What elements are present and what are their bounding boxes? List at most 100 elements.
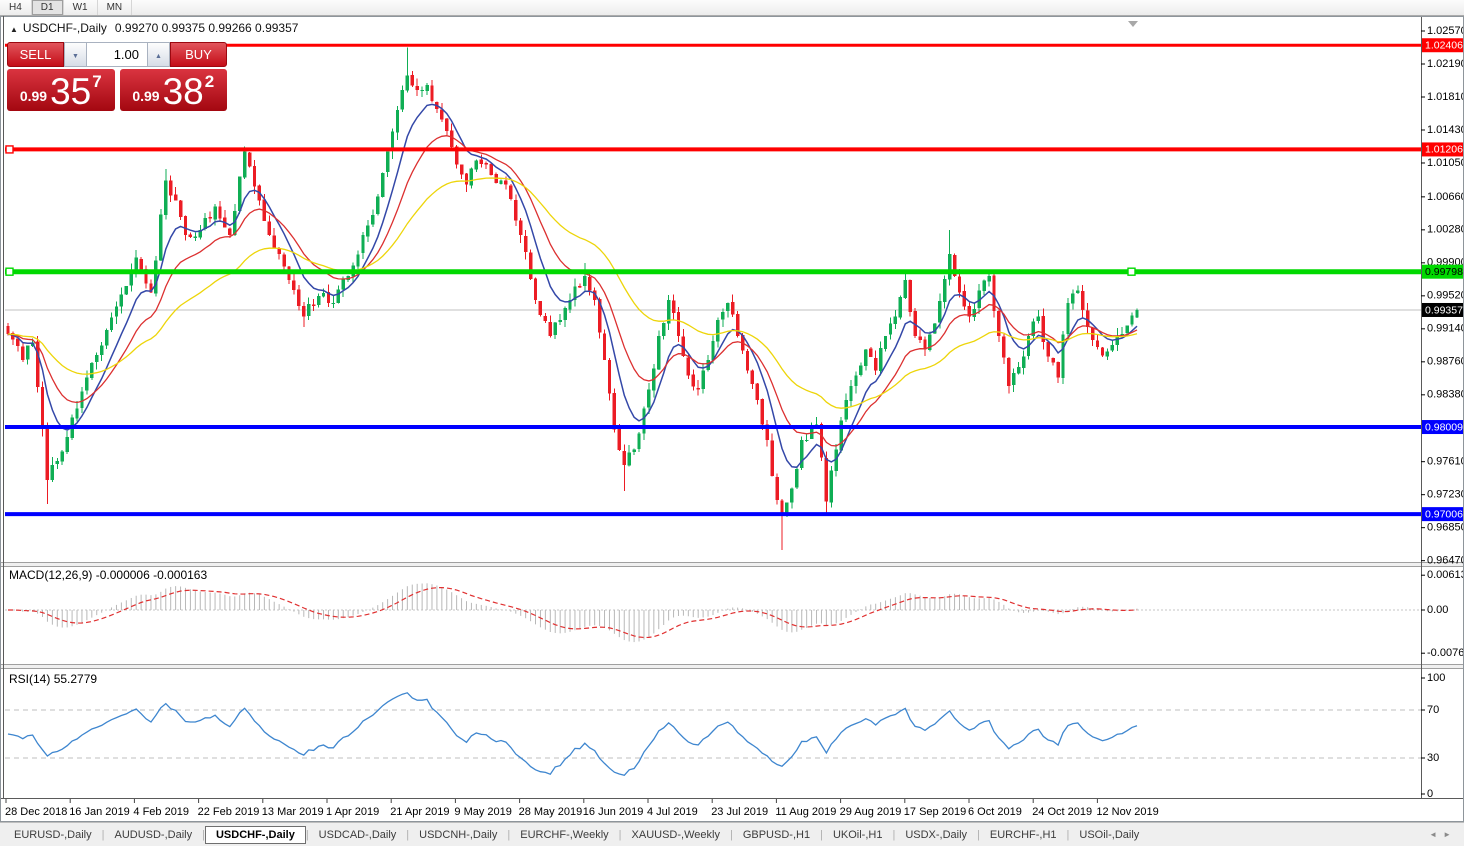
sell-price-box[interactable]: 0.99 35 7 xyxy=(7,69,115,111)
svg-text:0.97006: 0.97006 xyxy=(1425,508,1463,520)
macd-panel xyxy=(5,583,1421,643)
price-tick-label: 1.00280 xyxy=(1427,224,1464,236)
chart-title: ▲ USDCHF-,Daily 0.99270 0.99375 0.99266 0.… xyxy=(10,21,298,35)
date-tick-label: 13 Mar 2019 xyxy=(262,806,324,818)
tab-separator: | xyxy=(820,828,823,841)
price-badge: 0.99357 xyxy=(1422,302,1464,317)
price-badge: 0.97006 xyxy=(1422,507,1464,522)
price-badge: 0.99798 xyxy=(1422,264,1464,279)
svg-text:0.99798: 0.99798 xyxy=(1425,266,1463,278)
volume-decrease-button[interactable]: ▼ xyxy=(64,42,87,67)
date-tick-label: 1 Apr 2019 xyxy=(326,806,379,818)
date-tick-label: 12 Nov 2019 xyxy=(1096,806,1158,818)
date-tick-label: 28 May 2019 xyxy=(519,806,583,818)
price-tick-label: 0.98760 xyxy=(1427,356,1464,368)
tab-separator: | xyxy=(892,828,896,841)
price-tick-label: 0.98380 xyxy=(1427,389,1464,401)
tab-separator: | xyxy=(618,828,622,841)
chart-canvas[interactable]: 1.02570 1.02190 1.01810 1.01430 1.01050 1.006… xyxy=(0,16,1464,822)
tab-usoil-daily[interactable]: USOil-,Daily xyxy=(1079,828,1140,841)
price-axis[interactable]: 1.02570 1.02190 1.01810 1.01430 1.01050 1.006… xyxy=(1421,16,1464,800)
volume-increase-button[interactable]: ▲ xyxy=(147,42,170,67)
date-tick-label: 11 Aug 2019 xyxy=(775,806,836,818)
sell-price-prefix: 0.99 xyxy=(19,88,48,104)
collapse-triangle-icon[interactable]: ▲ xyxy=(10,25,18,34)
price-badge: 1.01206 xyxy=(1422,142,1464,157)
price-tick-label: 1.01050 xyxy=(1427,157,1464,169)
date-tick-label: 21 Apr 2019 xyxy=(390,806,449,818)
rsi-panel xyxy=(5,692,1421,777)
chart-tabs-list: EURUSD-,Daily | AUDUSD-,Daily | USDCHF-,Dail… xyxy=(4,825,1149,844)
triangle-down-icon: ▼ xyxy=(72,52,79,60)
tab-separator: | xyxy=(101,828,105,841)
price-tick-label: 1.00660 xyxy=(1427,191,1464,203)
price-tick-label: 0.99140 xyxy=(1427,323,1464,335)
timeframe-button-d1[interactable]: D1 xyxy=(31,0,64,15)
chart-ohlc-values: 0.99270 0.99375 0.99266 0.99357 xyxy=(114,21,299,35)
tab-scroll-right-icon[interactable]: ► xyxy=(1443,830,1451,839)
tab-separator: | xyxy=(202,828,205,841)
divider-main-macd[interactable] xyxy=(0,562,1464,567)
rsi-tick-label: 70 xyxy=(1427,704,1439,716)
svg-text:0.99357: 0.99357 xyxy=(1425,304,1463,316)
price-tick-label: 1.02190 xyxy=(1427,58,1464,70)
buy-price-big-digits: 38 xyxy=(162,70,204,112)
sell-price-pipette: 7 xyxy=(92,72,102,91)
time-axis[interactable]: 28 Dec 2018 16 Jan 2019 4 Feb 2019 22 Feb 2… xyxy=(0,798,1464,818)
horizontal-level-lines[interactable] xyxy=(5,43,1421,517)
timeframe-button-h4[interactable]: H4 xyxy=(0,0,32,15)
sell-button[interactable]: SELL xyxy=(7,42,64,67)
price-tick-label: 1.01430 xyxy=(1427,124,1464,136)
tab-usdcnh-daily[interactable]: USDCNH-,Daily xyxy=(419,828,498,841)
chart-window[interactable]: 1.02570 1.02190 1.01810 1.01430 1.01050 1.006… xyxy=(0,16,1464,822)
date-tick-label: 22 Feb 2019 xyxy=(198,806,260,818)
line-anchor-marker xyxy=(5,145,14,154)
volume-input[interactable] xyxy=(87,42,147,67)
chart-shift-marker-icon[interactable] xyxy=(1128,21,1138,27)
tab-audusd-daily[interactable]: AUDUSD-,Daily xyxy=(114,828,193,841)
price-badge: 1.02406 xyxy=(1422,38,1464,53)
tab-separator: | xyxy=(977,828,980,841)
line-anchor-marker xyxy=(1127,267,1136,276)
price-tick-label: 0.97610 xyxy=(1427,456,1464,468)
tab-usdcad-daily[interactable]: USDCAD-,Daily xyxy=(318,828,397,841)
macd-indicator-label: MACD(12,26,9) -0.000006 -0.000163 xyxy=(9,568,207,582)
macd-name: MACD(12,26,9) xyxy=(9,568,93,582)
tab-scroll-left-icon[interactable]: ◄ xyxy=(1429,830,1438,839)
tab-eurchf-weekly[interactable]: EURCHF-,Weekly xyxy=(520,828,609,841)
buy-button[interactable]: BUY xyxy=(170,42,227,67)
svg-text:1.01206: 1.01206 xyxy=(1425,144,1463,156)
rsi-tick-label: 100 xyxy=(1427,672,1445,684)
line-anchor-marker xyxy=(5,267,14,276)
rsi-indicator-label: RSI(14) 55.2779 xyxy=(9,672,97,686)
svg-text:0.98009: 0.98009 xyxy=(1425,421,1463,433)
date-tick-label: 23 Jul 2019 xyxy=(711,806,768,818)
tab-eurusd-daily[interactable]: EURUSD-,Daily xyxy=(14,828,92,841)
macd-values: -0.000006 -0.000163 xyxy=(95,568,208,582)
tab-usdx-daily[interactable]: USDX-,Daily xyxy=(905,828,968,841)
tab-xauusd-weekly[interactable]: XAUUSD-,Weekly xyxy=(631,828,720,841)
sell-price-big-digits: 35 xyxy=(50,70,92,112)
tab-gbpusd-h1[interactable]: GBPUSD-,H1 xyxy=(742,828,811,841)
tab-usdchf-daily[interactable]: USDCHF-,Daily xyxy=(204,825,306,844)
timeframe-button-w1[interactable]: W1 xyxy=(64,0,98,15)
date-tick-label: 28 Dec 2018 xyxy=(5,806,67,818)
tab-separator: | xyxy=(406,828,410,841)
date-tick-label: 6 Oct 2019 xyxy=(968,806,1022,818)
tab-eurchf-h1[interactable]: EURCHF-,H1 xyxy=(989,828,1057,841)
svg-text:1.02406: 1.02406 xyxy=(1425,40,1463,52)
tab-separator: | xyxy=(507,828,511,841)
timeframe-button-mn[interactable]: MN xyxy=(98,0,133,15)
rsi-tick-label: 0 xyxy=(1427,788,1433,800)
tab-separator: | xyxy=(729,828,733,841)
triangle-up-icon: ▲ xyxy=(155,52,162,60)
macd-tick-label: -0.007612 xyxy=(1427,647,1464,659)
buy-price-box[interactable]: 0.99 38 2 xyxy=(119,69,227,112)
tab-separator: | xyxy=(305,828,309,841)
date-tick-label: 29 Aug 2019 xyxy=(840,806,902,818)
rsi-name: RSI(14) xyxy=(9,672,51,686)
tab-ukoil-h1[interactable]: UKOil-,H1 xyxy=(832,828,883,841)
divider-macd-rsi[interactable] xyxy=(0,664,1464,669)
date-tick-label: 17 Sep 2019 xyxy=(904,806,966,818)
